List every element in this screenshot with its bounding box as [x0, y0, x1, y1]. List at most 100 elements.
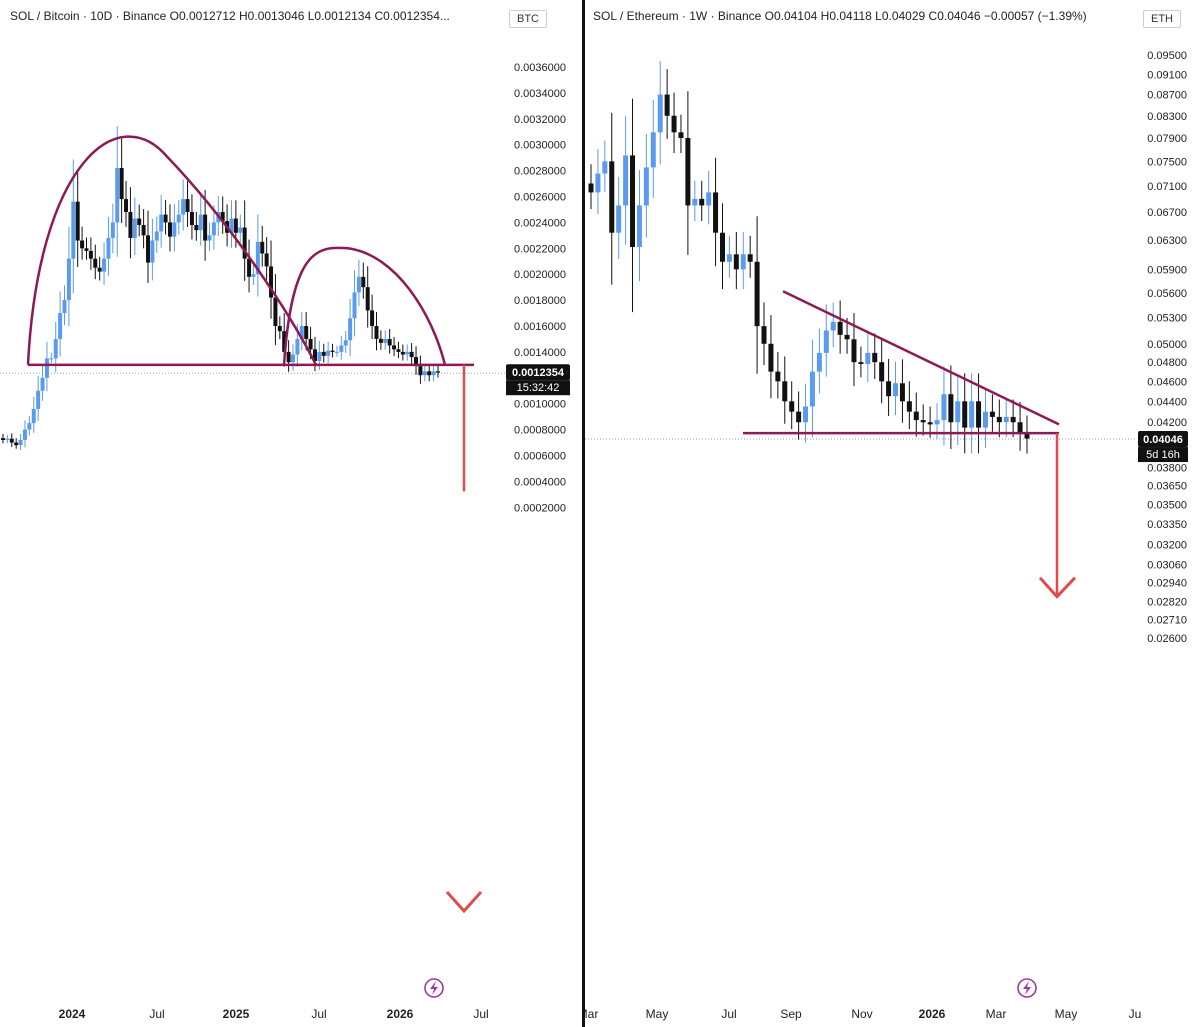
candle [282, 331, 287, 352]
sol-eth-chart[interactable]: 0.09500 0.09100 0.08700 0.08300 0.07900 0.075… [585, 0, 1200, 1027]
y-tick-label: 0.03500 [1147, 499, 1187, 511]
candle [414, 357, 419, 367]
y-tick-label: 0.0004000 [514, 476, 566, 488]
y-tick-label: 0.0032000 [514, 114, 566, 126]
candle [5, 438, 10, 440]
candle [211, 222, 216, 236]
lightning-icon[interactable] [424, 978, 444, 998]
candle [247, 258, 252, 277]
y-tick-label: 0.02710 [1147, 614, 1187, 626]
candle [837, 321, 843, 335]
sol-btc-chart[interactable]: 0.0036000 0.0034000 0.0032000 0.0030000 0.00… [0, 0, 582, 1027]
y-tick-label: 0.0036000 [514, 62, 566, 74]
y-tick-label: 0.0002000 [514, 502, 566, 514]
y-tick-label: 0.07100 [1147, 181, 1187, 193]
candle [141, 224, 146, 236]
candle [167, 222, 172, 237]
candle [969, 401, 975, 428]
candle [317, 351, 322, 361]
x-tick-label: Jul [149, 1007, 164, 1021]
y-tick-label: 0.07500 [1147, 156, 1187, 168]
candle [976, 401, 982, 428]
candle [361, 276, 366, 288]
y-tick-label: 0.09100 [1147, 69, 1187, 81]
countdown-tag [1138, 447, 1188, 463]
candle [431, 371, 436, 376]
candle [671, 115, 677, 133]
candle [370, 310, 375, 326]
x-tick-label: May [646, 1007, 669, 1021]
candle [198, 214, 203, 231]
y-tick-label: 0.02940 [1147, 578, 1187, 590]
candle [899, 383, 905, 402]
x-tick-label: Mar [585, 1007, 598, 1021]
candle [830, 321, 836, 331]
candle [260, 241, 265, 254]
right-currency-button[interactable]: ETH [1143, 10, 1181, 28]
candle [251, 274, 256, 277]
first-top-arc [26, 135, 318, 366]
candle [378, 338, 383, 343]
candle [339, 345, 344, 352]
candle [238, 227, 243, 233]
candle [941, 394, 947, 421]
candle [124, 199, 129, 213]
candle [352, 292, 357, 319]
projection-arrow-head [445, 890, 483, 914]
candle [740, 254, 746, 270]
x-tick-label: Jul [311, 1007, 326, 1021]
sol-btc-chart-panel[interactable]: SOL / Bitcoin · 10D · Binance O0.0012712… [0, 0, 582, 1027]
candle [207, 235, 212, 241]
y-tick-label: 0.0022000 [514, 243, 566, 255]
y-tick-label: 0.04200 [1147, 417, 1187, 429]
y-tick-label: 0.04800 [1147, 357, 1187, 369]
candle [308, 338, 313, 350]
candle [189, 212, 194, 225]
candle [685, 137, 691, 206]
candle [102, 258, 107, 272]
candle [14, 442, 19, 446]
candle [775, 371, 781, 382]
candle [88, 250, 93, 259]
left-currency-button[interactable]: BTC [509, 10, 547, 28]
sol-eth-chart-panel[interactable]: SOL / Ethereum · 1W · Binance O0.04104 H… [585, 0, 1200, 1027]
price-tag-value: 0.0012354 [512, 367, 565, 379]
candle [220, 212, 225, 222]
candle [115, 168, 120, 223]
right-chart-header: SOL / Ethereum · 1W · Binance O0.04104 H… [593, 9, 1087, 23]
candle [356, 276, 361, 293]
candle [277, 326, 282, 332]
candle [80, 240, 85, 249]
lightning-icon[interactable] [1017, 978, 1037, 998]
x-tick-label: Jul [473, 1007, 488, 1021]
candle [36, 390, 41, 409]
price-tag [1138, 431, 1188, 448]
candle [229, 218, 234, 233]
candle [927, 422, 933, 425]
candle [405, 351, 410, 355]
candle [396, 349, 401, 352]
candle [886, 381, 892, 397]
y-tick-label: 0.0008000 [514, 425, 566, 437]
y-tick-label: 0.03200 [1147, 540, 1187, 552]
y-tick-label: 0.08300 [1147, 111, 1187, 123]
y-tick-label: 0.0026000 [514, 192, 566, 204]
candle [851, 339, 857, 363]
candle [643, 167, 649, 206]
y-tick-label: 0.05900 [1147, 264, 1187, 276]
candle [321, 351, 326, 356]
candle [893, 383, 899, 397]
x-tick-label: 2026 [387, 1007, 414, 1021]
candle [18, 439, 23, 446]
candle [913, 411, 919, 421]
candle [176, 214, 181, 223]
projection-arrow-head [1038, 576, 1077, 599]
candle [181, 199, 186, 215]
candle [53, 338, 58, 359]
candle [312, 349, 317, 361]
y-tick-label: 0.05000 [1147, 339, 1187, 351]
candle [982, 411, 988, 428]
candle [84, 248, 89, 251]
candle [595, 173, 601, 193]
candle [630, 155, 636, 248]
